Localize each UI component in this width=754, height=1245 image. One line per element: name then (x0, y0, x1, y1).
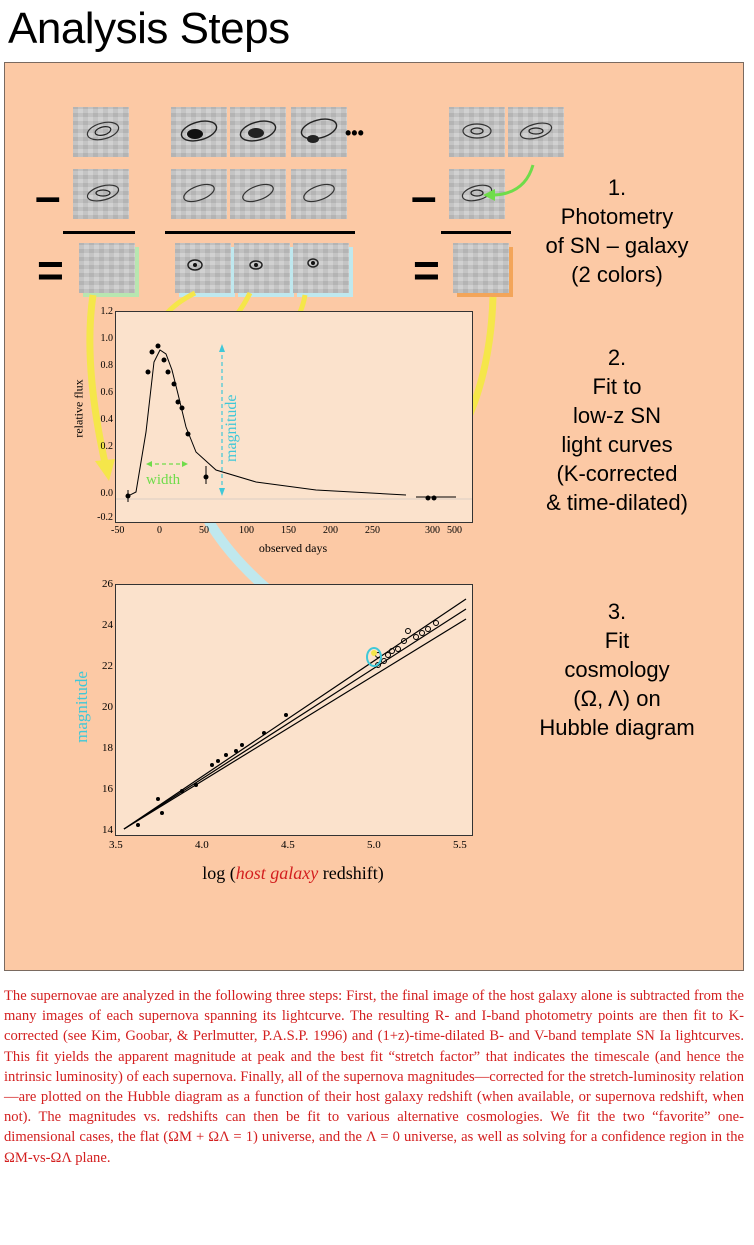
step-3-label: 3. Fit cosmology (Ω, Λ) on Hubble diagra… (512, 597, 722, 742)
hubble-xlabel: log (host galaxy redshift) (115, 863, 471, 884)
sn-galaxy-stamp (230, 107, 286, 157)
tick-label: 5.0 (367, 839, 381, 851)
tick-label: 0.2 (100, 441, 114, 452)
step-line: low-z SN (572, 403, 661, 428)
tick-label: 0 (157, 525, 162, 536)
step-line: & time-dilated) (546, 490, 688, 515)
tick-label: 0.6 (100, 387, 114, 398)
difference-stamp (175, 243, 231, 293)
galaxy-stamp (73, 169, 129, 219)
tick-label: 150 (281, 525, 296, 536)
width-annotation: width (146, 472, 181, 488)
tick-label: 3.5 (109, 839, 123, 851)
equals-sign: = (413, 244, 440, 296)
tick-label: 4.0 (195, 839, 209, 851)
galaxy-stamp (291, 169, 347, 219)
hubble-chart (115, 584, 473, 836)
step-2-label: 2. Fit to low-z SN light curves (K-corre… (512, 343, 722, 517)
step-number: 2. (607, 345, 627, 370)
lightcurve-yticks: 1.2 1.0 0.8 0.6 0.4 0.2 0.0 -0.2 (89, 307, 113, 527)
step-line: Hubble diagram (539, 715, 695, 740)
difference-stamp (79, 243, 135, 293)
sn-galaxy-stamp (508, 107, 564, 157)
hubble-xticks: 3.5 4.0 4.5 5.0 5.5 (109, 839, 475, 853)
tick-label: 0.0 (100, 488, 114, 499)
step-line: Fit (604, 628, 630, 653)
sn-galaxy-stamp (171, 107, 227, 157)
tick-label: 0.4 (100, 414, 114, 425)
tick-label: 5.5 (453, 839, 467, 851)
tick-label: 22 (102, 660, 113, 672)
galaxy-stamp (230, 169, 286, 219)
page-title: Analysis Steps (8, 4, 290, 53)
sn-galaxy-stamp (291, 107, 347, 157)
tick-label: -50 (111, 525, 125, 536)
step-line: (Ω, Λ) on (573, 686, 661, 711)
tick-label: 300 (425, 525, 440, 536)
tick-label: 250 (365, 525, 380, 536)
figure-panel: ••• – – = = (4, 62, 744, 971)
tick-label: 16 (102, 783, 113, 795)
tick-label: 1.0 (100, 333, 114, 344)
tick-label: 0.8 (100, 360, 114, 371)
tick-label: 20 (102, 701, 113, 713)
step-line: (2 colors) (571, 262, 663, 287)
tick-label: 26 (102, 578, 113, 590)
lightcurve-xlabel: observed days (258, 541, 328, 555)
magnitude-annotation: magnitude (223, 394, 240, 462)
step-1-label: 1. Photometry of SN – galaxy (2 colors) (512, 173, 722, 289)
xlabel-highlight: host galaxy (235, 863, 319, 883)
step-number: 1. (607, 175, 627, 200)
minus-sign: – (35, 170, 61, 222)
step-line: cosmology (564, 657, 670, 682)
difference-stamp (234, 243, 290, 293)
caption-text: The supernovae are analyzed in the follo… (4, 986, 744, 1168)
tick-label: 4.5 (281, 839, 295, 851)
lightcurve-xticks: -50 0 50 100 150 200 250 300 500 (111, 525, 475, 539)
step-number: 3. (607, 599, 627, 624)
tick-label: 200 (323, 525, 338, 536)
lightcurve-ylabel: relative flux (71, 379, 86, 438)
step-line: of SN – galaxy (545, 233, 689, 258)
tick-label: 24 (102, 619, 113, 631)
galaxy-stamp (449, 169, 505, 219)
difference-stamp (293, 243, 349, 293)
tick-label: -0.2 (97, 512, 113, 523)
tick-label: 500 (447, 525, 462, 536)
equals-sign: = (37, 244, 64, 296)
step-line: Fit to (592, 374, 642, 399)
tick-label: 14 (102, 824, 113, 836)
tick-label: 18 (102, 742, 113, 754)
caption-paragraph: The supernovae are analyzed in the follo… (4, 988, 744, 1166)
step-line: light curves (561, 432, 673, 457)
galaxy-stamp (73, 107, 129, 157)
tick-label: 50 (199, 525, 209, 536)
divider-line (63, 231, 135, 234)
tick-label: 100 (239, 525, 254, 536)
xlabel-prefix: log ( (202, 863, 236, 883)
divider-line (165, 231, 355, 234)
hubble-ylabel: magnitude (72, 671, 91, 743)
tick-label: 1.2 (100, 306, 114, 317)
divider-line (441, 231, 511, 234)
sn-galaxy-stamp (449, 107, 505, 157)
galaxy-stamp (171, 169, 227, 219)
xlabel-suffix: redshift) (318, 863, 384, 883)
minus-sign: – (411, 170, 437, 222)
ellipsis: ••• (345, 123, 364, 143)
hubble-yticks: 26 24 22 20 18 16 14 (91, 579, 113, 839)
step-line: (K-corrected (556, 461, 678, 486)
step-line: Photometry (560, 204, 674, 229)
difference-stamp (453, 243, 509, 293)
lightcurve-chart: width magnitude (115, 311, 473, 523)
